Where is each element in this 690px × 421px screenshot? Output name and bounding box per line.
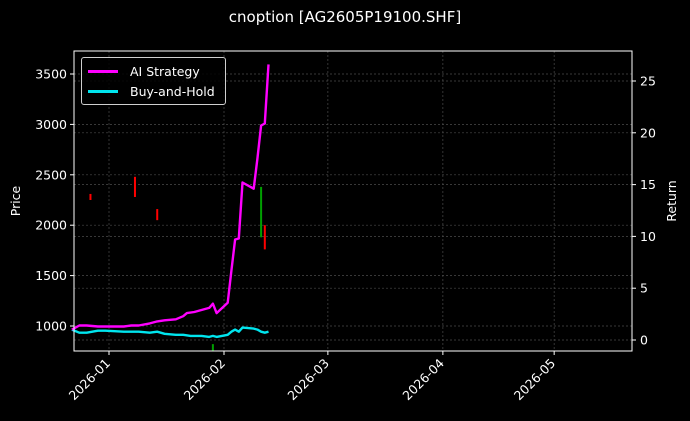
svg-text:3500: 3500 (35, 67, 67, 82)
chart-title: cnoption [AG2605P19100.SHF] (228, 8, 462, 26)
svg-text:2026-01: 2026-01 (66, 356, 114, 404)
svg-text:1000: 1000 (35, 319, 67, 334)
candlesticks (89, 176, 266, 352)
svg-text:1500: 1500 (35, 268, 67, 283)
svg-text:10: 10 (640, 229, 656, 244)
y-axis-label: Price (8, 185, 23, 216)
svg-text:20: 20 (640, 125, 656, 140)
svg-text:2026-05: 2026-05 (511, 356, 559, 404)
axes: 1000 1500 2000 2500 3000 3500 0 5 10 15 20 25 2026-0… (35, 67, 656, 404)
ai-strategy-swatch-icon (88, 69, 118, 73)
legend-label: Buy-and-Hold (130, 83, 215, 99)
legend-item-ai-strategy: AI Strategy (88, 62, 200, 80)
legend-label: AI Strategy (130, 63, 200, 79)
svg-text:2000: 2000 (35, 218, 67, 233)
legend-item-buy-and-hold: Buy-and-Hold (88, 82, 215, 100)
svg-text:2026-03: 2026-03 (284, 356, 332, 404)
svg-text:0: 0 (640, 333, 648, 348)
svg-text:25: 25 (640, 74, 656, 89)
plot-frame (73, 50, 633, 352)
svg-text:15: 15 (640, 177, 656, 192)
svg-text:5: 5 (640, 281, 648, 296)
y2-axis-label: Return (664, 180, 679, 221)
svg-text:2500: 2500 (35, 167, 67, 182)
buy-and-hold-swatch-icon (88, 89, 118, 93)
series-lines (71, 64, 270, 339)
legend: AI Strategy Buy-and-Hold (81, 57, 226, 105)
svg-text:2026-02: 2026-02 (181, 356, 229, 404)
svg-text:2026-04: 2026-04 (399, 355, 447, 403)
svg-text:3000: 3000 (35, 117, 67, 132)
